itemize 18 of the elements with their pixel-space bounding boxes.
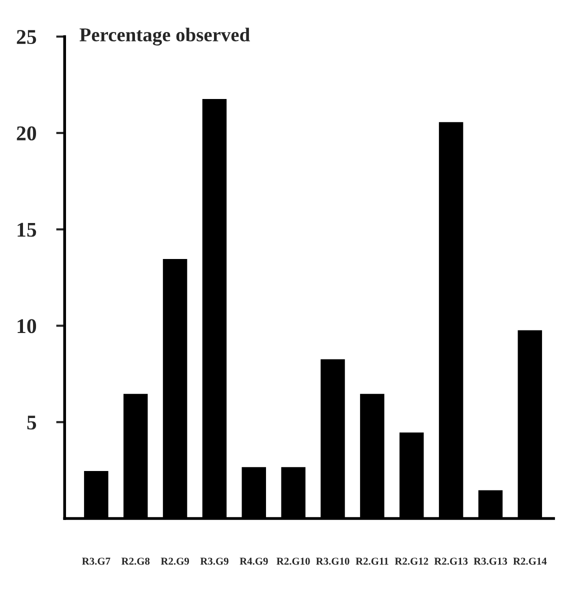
x-tick-label: R3.G7 — [82, 558, 110, 565]
x-tick-label: R2.G8 — [121, 558, 150, 565]
x-tick-label: R2.G13 — [434, 558, 468, 565]
x-tick-label: R2.G14 — [513, 558, 547, 565]
x-tick-label: R2.G10 — [276, 558, 310, 565]
y-tick-label: 25 — [16, 30, 36, 44]
y-tick-label: 20 — [16, 126, 36, 140]
y-axis-title: Percentage observed — [80, 28, 250, 46]
y-tick-label: 15 — [18, 222, 36, 237]
x-tick-label: R3.G10 — [316, 558, 350, 565]
y-tick-label: 5 — [27, 416, 36, 430]
x-tick-label: R2.G11 — [356, 558, 388, 565]
x-tick-label: R3.G13 — [474, 558, 508, 565]
x-tick-label: R4.G9 — [240, 558, 268, 565]
x-tick-label: R3.G9 — [200, 558, 228, 565]
x-tick-label: R2.G12 — [394, 558, 428, 565]
x-tick-label: R2.G9 — [160, 558, 189, 565]
y-tick-label: 10 — [18, 319, 36, 334]
